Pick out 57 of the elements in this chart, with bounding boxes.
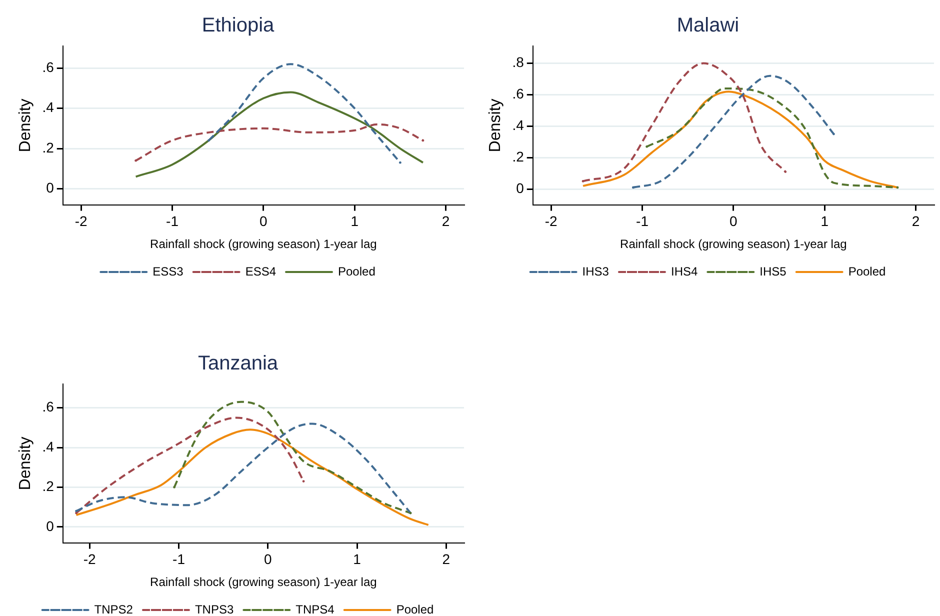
legend-label: IHS4 [670,264,698,278]
y-axis-title: Density [17,436,34,490]
line-series [75,416,305,514]
y-tick-label: .4 [42,438,54,454]
x-tick-label: 1 [353,551,362,568]
y-tick-label: .4 [42,99,54,116]
y-axis-title: Density [17,98,34,152]
line-series [75,422,412,514]
legend-label: ESS3 [152,264,184,278]
chart-title: Ethiopia [202,14,276,37]
legend-label: IHS3 [582,264,610,278]
x-tick-label: 0 [264,551,272,568]
y-tick-label: 0 [46,180,54,196]
legend-label: TNPS4 [296,602,335,616]
y-tick-label: .6 [512,86,524,102]
y-tick-label: 0 [46,518,54,534]
legend-label: Pooled [338,264,376,278]
legend-label: ESS4 [245,264,276,278]
x-tick-label: 2 [442,213,450,230]
legend-label: TNPS2 [94,602,134,616]
line-series [582,90,899,189]
x-tick-label: 0 [730,213,738,230]
legend-label: Pooled [396,602,434,616]
line-series [134,123,424,162]
x-tick-label: -2 [544,213,558,230]
y-tick-label: .2 [42,478,54,494]
chart-title: Malawi [676,14,740,37]
x-tick-label: 1 [820,213,829,230]
line-series [75,428,430,526]
x-tick-label: -2 [74,213,88,230]
y-tick-label: .2 [512,148,524,164]
y-tick-label: 0 [516,180,524,196]
legend-label: Pooled [848,264,886,278]
y-tick-label: .2 [42,139,54,156]
x-tick-label: 2 [912,213,920,230]
line-series [173,400,412,514]
chart-title: Tanzania [198,352,279,375]
y-axis-title: Density [487,98,504,152]
x-tick-label: -1 [166,213,179,230]
x-tick-label: -1 [172,551,186,568]
x-tick-label: 1 [350,213,359,230]
x-tick-label: 2 [442,551,450,568]
x-axis-title: Rainfall shock (growing season) 1-year lag [620,237,847,252]
line-series [632,74,835,189]
y-tick-label: .6 [42,398,54,415]
y-tick-label: .6 [42,58,54,75]
legend-label: TNPS3 [194,602,234,616]
y-tick-label: .8 [512,54,524,70]
x-tick-label: -1 [636,213,649,230]
legend-label: IHS5 [760,264,787,278]
x-tick-label: -2 [83,551,96,568]
x-tick-label: 0 [260,213,268,230]
line-series [134,91,424,178]
line-series [582,62,786,182]
y-tick-label: .4 [512,117,524,134]
x-axis-title: Rainfall shock (growing season) 1-year lag [150,237,377,252]
x-axis-title: Rainfall shock (growing season) 1-year lag [150,575,377,590]
